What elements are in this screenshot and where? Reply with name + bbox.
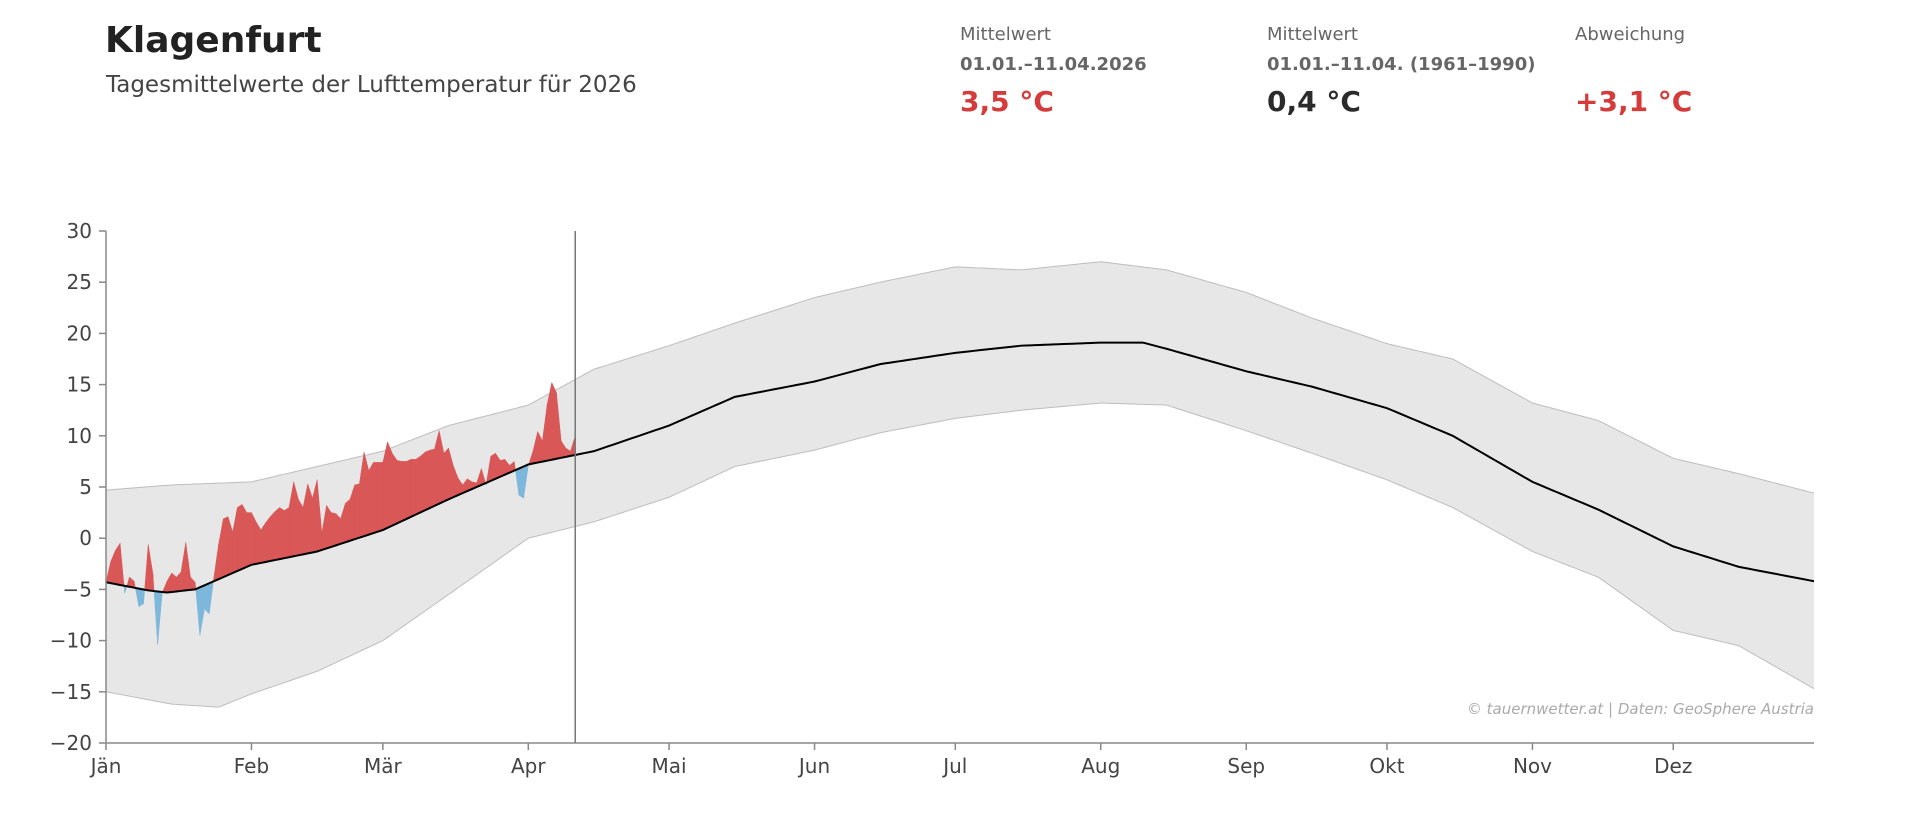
anomaly-cold (138, 588, 144, 608)
anomaly-warm (246, 512, 252, 568)
anomaly-warm (354, 483, 360, 540)
y-tick-label: 5 (79, 475, 92, 499)
climate-max-line (105, 261, 1815, 494)
anomaly-warm (335, 512, 341, 546)
x-tick-label: Dez (1654, 754, 1692, 778)
anomaly-warm (265, 515, 271, 563)
anomaly-warm (223, 516, 229, 578)
anomaly-warm (410, 459, 416, 518)
x-tick-label: Aug (1081, 754, 1120, 778)
anomaly-warm (345, 498, 351, 543)
stat-deviation: Abweichung +3,1 °C (1575, 24, 1692, 118)
x-tick-label: Nov (1513, 754, 1552, 778)
stat-value: +3,1 °C (1575, 85, 1693, 118)
anomaly-warm (373, 462, 379, 534)
climate-min-line (105, 402, 1815, 708)
anomaly-warm (241, 503, 248, 570)
stat-label: Mittelwert (1267, 24, 1358, 45)
y-tick-label: 0 (79, 526, 92, 550)
climate-mean-line (105, 341, 1815, 594)
climate-range-band (106, 261, 1814, 708)
anomaly-warm (396, 460, 402, 524)
copyright-note: © tauernwetter.at | Daten: GeoSphere Aus… (1467, 700, 1814, 718)
anomaly-warm (269, 510, 276, 562)
y-tick-label: −15 (50, 680, 92, 704)
y-tick-label: 15 (67, 373, 92, 397)
anomaly-warm (368, 461, 374, 535)
stat-value: 3,5 °C (960, 85, 1054, 118)
anomaly-warm (420, 451, 426, 513)
stat-mean-climate: Mittelwert 01.01.–11.04. (1961–1990) 0,4… (1267, 24, 1535, 118)
x-tick-label: Apr (511, 754, 546, 778)
x-tick-label: Okt (1369, 754, 1404, 778)
anomaly-warm (326, 504, 332, 549)
y-tick-label: −10 (50, 629, 92, 653)
anomaly-warm (391, 452, 398, 527)
stat-label: Abweichung (1575, 24, 1686, 45)
anomaly-warm (429, 448, 435, 509)
page-subtitle: Tagesmittelwerte der Lufttemperatur für … (106, 72, 637, 98)
anomaly-warm (387, 441, 393, 529)
anomaly-warm (298, 498, 304, 556)
anomaly-warm (406, 458, 412, 520)
anomaly-warm (551, 382, 557, 461)
anomaly-warm (401, 461, 407, 522)
x-tick-label: Mär (364, 754, 403, 778)
anomaly-warm (284, 507, 290, 559)
anomaly-fill (105, 382, 576, 645)
anomaly-warm (274, 506, 280, 561)
y-tick-label: 10 (67, 424, 92, 448)
climate-band (105, 261, 1815, 708)
anomaly-warm (251, 512, 257, 566)
y-tick-label: −20 (50, 731, 92, 755)
anomaly-warm (443, 447, 449, 502)
anomaly-warm (490, 452, 496, 482)
anomaly-warm (377, 462, 384, 532)
stat-period: 01.01.–11.04. (1961–1990) (1267, 54, 1536, 75)
anomaly-warm (415, 455, 421, 516)
stat-mean-2026: Mittelwert 01.01.–11.04.2026 3,5 °C (960, 24, 1147, 118)
anomaly-warm (260, 522, 266, 564)
anomaly-warm (330, 512, 337, 548)
page-title: Klagenfurt (105, 20, 322, 61)
x-tick-label: Feb (234, 754, 269, 778)
x-tick-label: Mai (652, 754, 687, 778)
climate-mean (105, 341, 1815, 594)
y-tick-label: 20 (67, 321, 92, 345)
x-tick-label: Jun (797, 754, 830, 778)
stat-value: 0,4 °C (1267, 85, 1361, 118)
anomaly-warm (279, 507, 285, 560)
anomaly-cold (204, 582, 210, 615)
stat-period: 01.01.–11.04.2026 (960, 54, 1147, 75)
y-tick-label: 30 (67, 219, 92, 243)
anomaly-cold (518, 466, 524, 499)
x-tick-label: Sep (1227, 754, 1265, 778)
y-tick-label: −5 (63, 577, 92, 601)
x-tick-label: Jän (89, 754, 122, 778)
anomaly-warm (424, 449, 431, 511)
anomaly-warm (115, 542, 121, 586)
y-tick-label: 25 (67, 270, 92, 294)
anomaly-warm (237, 503, 243, 572)
x-tick-label: Jul (941, 754, 967, 778)
stat-label: Mittelwert (960, 24, 1051, 45)
